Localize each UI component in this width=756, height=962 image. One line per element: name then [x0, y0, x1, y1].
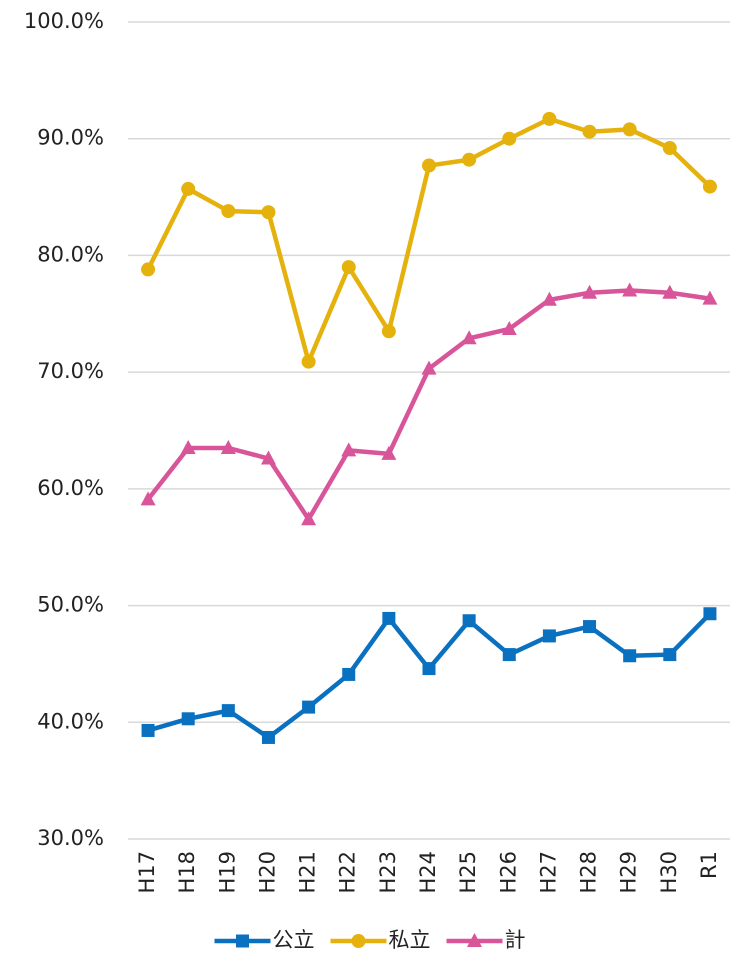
marker [622, 282, 638, 297]
marker [583, 620, 597, 634]
marker [141, 723, 155, 737]
x-tick-label: H22 [336, 851, 360, 894]
marker [702, 179, 717, 194]
marker [351, 934, 366, 948]
marker [582, 124, 597, 139]
marker [541, 291, 557, 306]
x-tick-label: H19 [215, 851, 239, 894]
series-line [146, 116, 712, 364]
marker [260, 450, 276, 465]
x-tick-label: H21 [296, 851, 320, 894]
y-tick-label: 50.0% [37, 593, 104, 617]
y-tick-label: 40.0% [37, 709, 104, 733]
x-tick-label: H25 [456, 851, 480, 894]
x-tick-label: H27 [536, 851, 560, 894]
y-tick-label: 80.0% [37, 242, 104, 266]
marker [381, 445, 397, 460]
x-tick-label: H18 [175, 851, 199, 894]
marker [502, 131, 517, 146]
marker [221, 204, 236, 219]
legend-item: 私立 [330, 928, 431, 952]
x-tick-label: H17 [135, 851, 159, 894]
marker [461, 330, 477, 345]
x-tick-label: H29 [617, 851, 641, 894]
series-line [146, 288, 711, 522]
marker [382, 611, 396, 625]
legend-label: 計 [505, 928, 526, 952]
marker [421, 360, 437, 375]
marker [302, 700, 316, 714]
marker [301, 354, 316, 369]
marker [422, 662, 436, 676]
marker [542, 629, 556, 643]
marker [582, 284, 598, 299]
x-tick-label: R1 [697, 851, 721, 879]
marker [341, 260, 356, 275]
marker [702, 290, 718, 305]
legend-label: 公立 [273, 928, 315, 952]
marker [663, 648, 677, 662]
marker [381, 324, 396, 339]
series-line [147, 612, 712, 740]
legend-item: 公立 [214, 928, 315, 952]
marker [220, 440, 236, 455]
y-tick-label: 60.0% [37, 476, 104, 500]
marker [140, 491, 156, 506]
x-tick-label: H20 [255, 851, 279, 894]
marker [261, 205, 276, 220]
marker [662, 284, 678, 299]
marker [462, 152, 477, 167]
marker [342, 667, 356, 681]
legend-label: 私立 [389, 928, 431, 952]
x-tick-label: H28 [577, 851, 601, 894]
marker [623, 649, 637, 663]
marker [467, 933, 482, 947]
y-tick-label: 30.0% [37, 826, 104, 850]
marker [703, 607, 717, 621]
marker [462, 614, 476, 628]
legend-item: 計 [446, 928, 526, 952]
marker [236, 934, 249, 948]
marker [180, 440, 196, 455]
marker [301, 511, 317, 526]
marker [662, 141, 677, 156]
marker [181, 181, 196, 196]
marker [341, 442, 357, 457]
x-tick-label: H24 [416, 851, 440, 894]
y-tick-label: 70.0% [37, 359, 104, 383]
marker [501, 320, 517, 335]
x-tick-label: H23 [376, 851, 400, 894]
x-tick-label: H30 [657, 851, 681, 894]
marker [141, 262, 156, 277]
y-tick-label: 90.0% [37, 126, 104, 150]
marker [422, 158, 436, 173]
y-tick-label: 100.0% [24, 9, 104, 33]
x-tick-label: H26 [496, 851, 520, 894]
marker [261, 730, 275, 744]
marker [221, 704, 235, 718]
marker [502, 648, 516, 662]
marker [622, 122, 637, 137]
marker [542, 111, 557, 126]
marker [181, 712, 195, 726]
